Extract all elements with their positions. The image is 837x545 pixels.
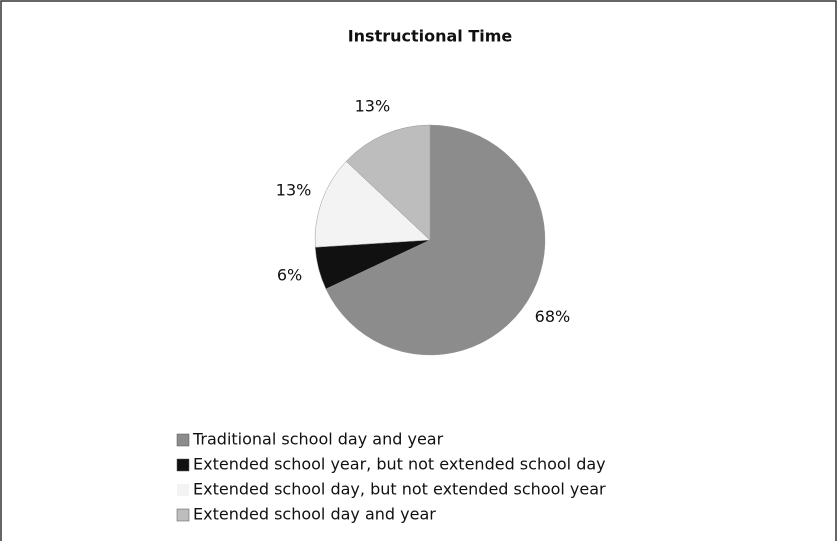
legend-label: Extended school day and year [193,505,436,524]
data-label: 13% [276,180,312,199]
chart-title: Instructional Time [348,27,513,46]
pie-slice [325,124,546,356]
legend-label: Traditional school day and year [192,430,444,449]
legend-swatch [176,433,190,447]
pie-slice [345,124,431,241]
legend-swatch [177,484,189,496]
legend-label: Extended school year, but not extended s… [193,455,606,474]
data-label: 13% [355,96,391,115]
data-label: 6% [277,266,302,285]
data-label: 68% [535,307,571,326]
legend-swatch [176,508,190,522]
legend-label: Extended school day, but not extended sc… [193,480,606,499]
legend-swatch [176,458,190,472]
pie-slice [314,160,431,248]
